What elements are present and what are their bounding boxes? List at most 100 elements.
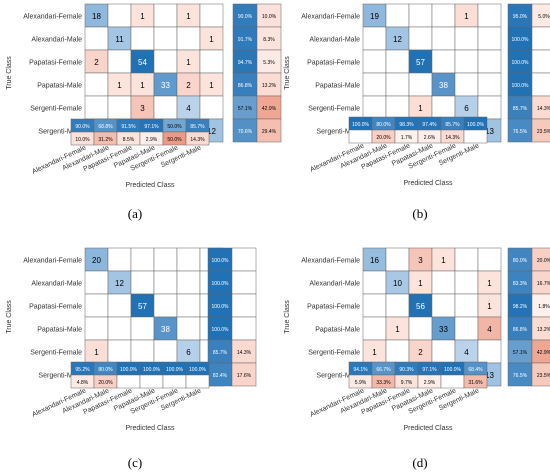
matrix-cell [385,3,410,28]
matrix-cell-value: 1 [209,35,214,44]
row-summary-error-value: 13.2% [262,83,277,89]
row-class-label: Alexandari-Male [309,37,360,44]
row-summary-error-value: 14.3% [237,350,252,356]
matrix-cell [107,49,132,74]
col-summary-error-value: 8.5% [123,137,135,143]
col-summary-error-value: 14.3% [445,135,460,141]
matrix-cell-value: 57 [416,58,425,67]
row-summary-error-value: 17.6% [237,373,252,379]
confusion-matrix-panel-1: 18111112541113321344112Alexandari-Female… [6,3,282,189]
col-summary-error-value: 50.0% [167,137,182,143]
matrix-cell [153,247,178,272]
matrix-cell [176,316,201,341]
y-axis-label: True Class [284,300,291,334]
matrix-cell-value: 2 [94,58,99,67]
matrix-cell-value: 33 [439,325,448,334]
matrix-cell-value: 4 [464,348,469,357]
matrix-cell-value: 20 [92,256,101,265]
matrix-cell [454,270,479,295]
col-summary-error-cell [185,131,210,146]
matrix-cell [130,26,155,51]
matrix-cell-value: 4 [186,104,191,113]
col-summary-correct-value: 97.1% [422,367,437,373]
matrix-cell [431,339,456,364]
col-summary-error-value: 31.6% [468,380,483,386]
row-class-label: Papatasi-Male [37,327,82,334]
row-summary-correct-value: 94.7% [238,60,253,66]
col-summary-error-value: 14.3% [190,137,205,143]
matrix-cell [107,316,132,341]
col-summary-correct-value: 100.0% [467,122,485,128]
matrix-cell-value: 57 [138,302,147,311]
matrix-cell [153,26,178,51]
row-summary-correct-value: 86.8% [238,83,253,89]
matrix-cell-value: 38 [161,325,170,334]
matrix-cell [477,49,502,74]
matrix-cell [362,95,387,120]
matrix-cell-value: 33 [161,81,170,90]
col-summary-error-cell [162,374,187,389]
col-summary-correct-value: 97.1% [144,124,159,130]
matrix-cell [176,26,201,51]
row-class-label: Sergenti-Female [308,106,360,113]
row-summary-error-value: 42.9% [537,350,550,356]
col-summary-correct-value: 80.0% [98,367,113,373]
col-summary-correct-value: 100.0% [143,367,161,373]
matrix-cell-value: 1 [418,279,423,288]
matrix-cell [431,3,456,28]
confusion-matrix-panel-2: 191125738163113Alexandari-FemaleAlexanda… [284,3,550,187]
matrix-cell [176,270,201,295]
matrix-cell [84,293,109,318]
col-summary-correct-value: 85.7% [190,124,205,130]
col-summary-error-cell [348,129,373,144]
matrix-cell [199,3,224,28]
matrix-cell [84,316,109,341]
row-summary-error-value: 13.2% [537,327,550,333]
row-class-label: Sergenti-Female [30,350,82,357]
row-class-label: Papatasi-Female [307,60,360,67]
row-summary-error-cell [531,49,550,74]
row-summary-error-cell [231,270,257,295]
row-summary-correct-value: 100.0% [212,304,230,310]
col-summary-error-value: 5.9% [355,380,367,386]
matrix-cell [477,3,502,28]
matrix-cell-value: 1 [140,12,145,21]
row-summary-correct-value: 80.0% [513,258,528,264]
row-class-label: Papatasi-Male [37,83,82,90]
y-axis-label: True Class [284,56,291,90]
matrix-cell-value: 19 [370,12,379,21]
row-summary-error-value: 42.9% [262,106,277,112]
row-class-label: Alexandari-Female [301,258,360,265]
matrix-cell [84,72,109,97]
row-summary-correct-value: 100.0% [212,327,230,333]
matrix-cell [454,49,479,74]
row-summary-correct-value: 90.0% [238,14,253,20]
row-summary-error-value: 23.5% [537,129,550,135]
row-summary-error-value: 14.3% [537,106,550,112]
matrix-cell [385,247,410,272]
col-summary-correct-value: 90.3% [399,367,414,373]
matrix-cell [107,95,132,120]
row-summary-correct-value: 83.3% [513,281,528,287]
row-class-label: Sergenti-Female [308,350,360,357]
row-summary-error-cell [531,362,550,387]
matrix-cell-value: 1 [487,302,492,311]
matrix-cell [431,49,456,74]
matrix-cell-value: 18 [92,12,101,21]
col-summary-correct-value: 98.3% [399,122,414,128]
row-summary-error-cell [231,362,257,387]
col-summary-error-cell [463,374,488,389]
matrix-cell [107,3,132,28]
matrix-cell [454,247,479,272]
col-summary-error-cell [185,374,210,389]
matrix-cell [385,95,410,120]
matrix-cell [477,247,502,272]
row-class-label: Sergenti-Female [30,106,82,113]
matrix-cell-value: 12 [207,127,216,136]
matrix-cell [385,293,410,318]
matrix-cell-value: 2 [186,81,191,90]
row-summary-error-cell [531,118,550,143]
col-summary-correct-value: 94.1% [353,367,368,373]
row-class-label: Sergenti-Male [316,373,360,380]
matrix-cell-value: 6 [464,104,469,113]
